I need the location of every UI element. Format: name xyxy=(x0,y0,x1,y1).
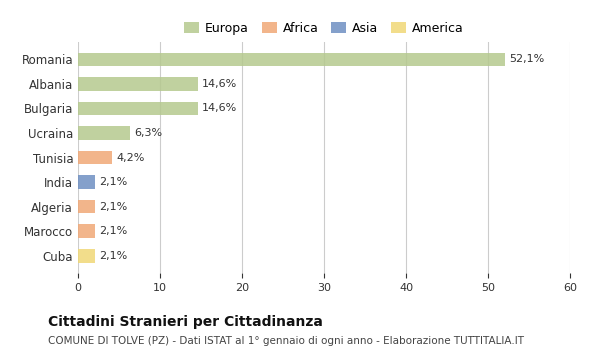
Bar xyxy=(78,52,505,66)
Text: 2,1%: 2,1% xyxy=(100,251,128,261)
Bar xyxy=(78,102,198,115)
Text: 4,2%: 4,2% xyxy=(116,153,145,162)
Text: COMUNE DI TOLVE (PZ) - Dati ISTAT al 1° gennaio di ogni anno - Elaborazione TUTT: COMUNE DI TOLVE (PZ) - Dati ISTAT al 1° … xyxy=(48,336,524,346)
Bar xyxy=(78,249,95,262)
Bar xyxy=(78,224,95,238)
Bar xyxy=(78,77,198,91)
Text: Cittadini Stranieri per Cittadinanza: Cittadini Stranieri per Cittadinanza xyxy=(48,315,323,329)
Text: 14,6%: 14,6% xyxy=(202,79,237,89)
Text: 14,6%: 14,6% xyxy=(202,103,237,113)
Text: 2,1%: 2,1% xyxy=(100,177,128,187)
Text: 2,1%: 2,1% xyxy=(100,202,128,212)
Text: 2,1%: 2,1% xyxy=(100,226,128,236)
Bar xyxy=(78,151,112,164)
Bar xyxy=(78,200,95,214)
Bar xyxy=(78,126,130,140)
Text: 52,1%: 52,1% xyxy=(509,54,545,64)
Bar xyxy=(78,175,95,189)
Legend: Europa, Africa, Asia, America: Europa, Africa, Asia, America xyxy=(180,18,468,39)
Text: 6,3%: 6,3% xyxy=(134,128,162,138)
